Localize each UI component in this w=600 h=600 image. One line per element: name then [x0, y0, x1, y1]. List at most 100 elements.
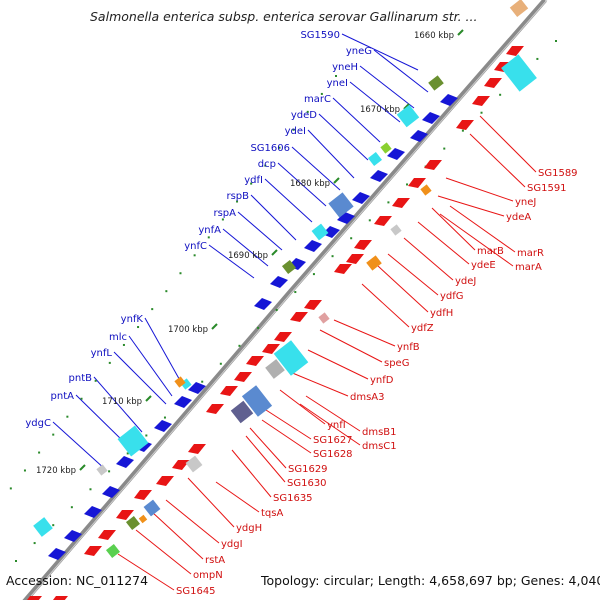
tick-dot: [126, 452, 129, 455]
tick-dot: [108, 470, 111, 473]
reverse-leader-line: [445, 177, 514, 202]
feature-block: [96, 464, 108, 476]
forward-gene-arrow: [254, 298, 272, 310]
tick-dot: [179, 272, 182, 275]
reverse-gene-arrow: [220, 386, 238, 396]
reverse-gene-arrow: [116, 510, 134, 520]
reverse-leader-lines: [117, 115, 537, 591]
feature-block: [105, 543, 121, 559]
forward-gene-arrow: [337, 212, 355, 224]
kbp-tick-mark: [403, 103, 410, 110]
kbp-label-1720-kbp: 1720 kbp: [36, 466, 76, 476]
reverse-gene-label-ydfg: ydfG: [440, 291, 464, 302]
kbp-label-1700-kbp: 1700 kbp: [168, 325, 208, 335]
forward-gene-label-ynfk: ynfK: [121, 314, 144, 325]
reverse-gene-label-marr: marR: [517, 248, 544, 259]
forward-gene-label-pntb: pntB: [69, 373, 93, 384]
kbp-tick-mark: [145, 395, 152, 402]
feature-block: [117, 425, 149, 457]
tick-dot: [145, 434, 148, 437]
reverse-leader-line: [215, 481, 260, 513]
feature-block: [380, 142, 392, 154]
tick-dot: [52, 524, 55, 527]
feature-block: [366, 255, 382, 271]
reverse-gene-label-ydgi: ydgI: [221, 539, 243, 550]
reverse-gene-arrow: [27, 596, 42, 600]
reverse-leader-line: [377, 265, 429, 313]
reverse-leader-line: [439, 213, 514, 267]
tick-dot: [207, 236, 210, 239]
forward-leader-line: [359, 65, 415, 109]
feature-block: [281, 259, 297, 275]
tick-dot: [219, 362, 222, 365]
feature-block: [390, 224, 402, 236]
kbp-tick-mark: [271, 249, 278, 256]
reverse-leader-line: [165, 499, 220, 544]
kbp-tick-mark: [333, 177, 340, 184]
forward-gene-arrow: [154, 420, 172, 432]
reverse-gene-arrow: [206, 404, 224, 414]
reverse-leader-line: [319, 329, 383, 363]
tick-dot: [94, 379, 97, 382]
forward-gene-label-dcp: dcp: [258, 159, 276, 170]
forward-gene-label-ynei: yneI: [327, 78, 348, 89]
tick-dot: [499, 93, 502, 96]
reverse-gene-arrow: [392, 198, 410, 208]
reverse-gene-label-sg1645: SG1645: [176, 586, 216, 597]
reverse-gene-label-ynej: yneJ: [515, 197, 536, 208]
forward-gene-label-pnta: pntA: [51, 391, 75, 402]
tick-dot: [163, 416, 166, 419]
reverse-leader-line: [479, 115, 537, 173]
reverse-gene-arrow: [334, 264, 352, 274]
feature-block: [311, 223, 329, 241]
feature-block: [509, 0, 529, 18]
reverse-gene-label-marb: marB: [477, 246, 504, 257]
reverse-leader-line: [265, 409, 312, 440]
reverse-gene-label-dmsc1: dmsC1: [362, 441, 397, 452]
reverse-gene-label-tqsa: tqsA: [261, 508, 283, 519]
kbp-label-1660-kbp: 1660 kbp: [414, 31, 454, 41]
reverse-gene-label-ynfb: ynfB: [397, 342, 420, 353]
tick-dot: [368, 219, 371, 222]
tick-dot: [264, 164, 267, 167]
forward-leader-line: [277, 162, 327, 207]
reverse-gene-label-ydfz: ydfZ: [411, 323, 434, 334]
tick-dot: [52, 433, 55, 436]
reverse-gene-arrow: [456, 120, 474, 130]
forward-gene-arrow: [174, 396, 192, 408]
forward-gene-arrow: [322, 226, 340, 238]
genome-title: Salmonella enterica subsp. enterica sero…: [90, 9, 478, 24]
feature-block: [273, 340, 309, 376]
reverse-gene-arrow: [188, 444, 206, 454]
tick-dot: [275, 308, 278, 311]
forward-gene-arrow: [64, 530, 82, 542]
forward-gene-arrow: [270, 276, 288, 288]
reverse-gene-arrow: [98, 530, 116, 540]
forward-gene-arrow: [84, 506, 102, 518]
tick-dot: [238, 344, 241, 347]
reverse-leader-line: [469, 133, 526, 188]
tick-dot: [70, 506, 73, 509]
forward-gene-label-marc: marC: [304, 94, 331, 105]
tick-dot: [555, 40, 557, 42]
reverse-gene-arrow: [424, 160, 442, 170]
reverse-leader-line: [261, 419, 312, 454]
tick-dot: [292, 128, 295, 131]
genome-summary-label: Topology: circular; Length: 4,658,697 bp…: [261, 573, 600, 588]
reverse-gene-arrow: [346, 254, 364, 264]
reverse-gene-arrow: [290, 312, 308, 322]
forward-strand-genes: [48, 94, 458, 560]
kbp-scale-labels: 1660 kbp 1670 kbp 1680 kbp 1690 kbp 1700 kbp…: [36, 29, 464, 476]
reverse-leader-line: [135, 529, 192, 575]
forward-leader-line: [349, 81, 401, 123]
forward-leader-line: [307, 129, 355, 179]
tick-dot: [9, 487, 12, 490]
tick-dot: [221, 218, 224, 221]
forward-leader-line: [52, 421, 107, 471]
tick-dot: [306, 110, 309, 113]
reverse-gene-label-sg1589: SG1589: [538, 168, 578, 179]
reverse-gene-label-sg1630: SG1630: [287, 478, 327, 489]
tick-dot: [15, 560, 17, 562]
forward-leader-line: [373, 49, 429, 93]
